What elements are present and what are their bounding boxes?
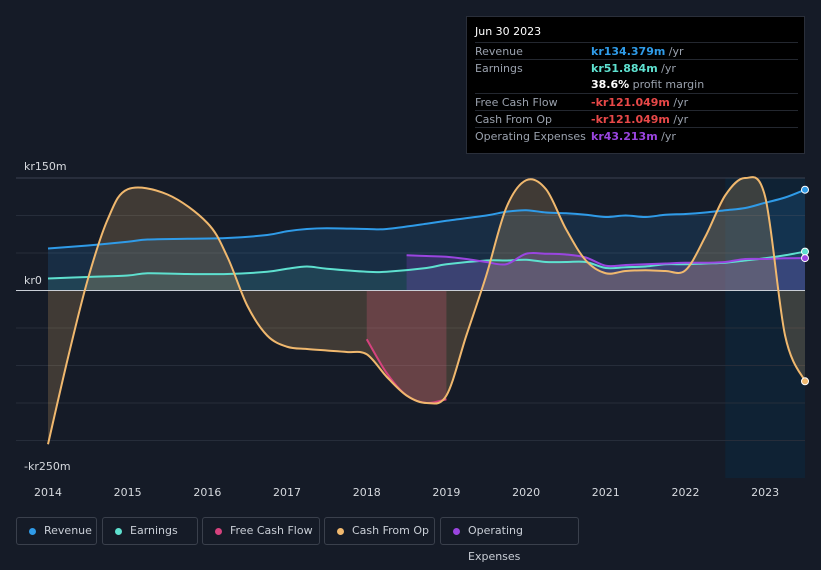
- endpoint-operating-expenses: [801, 254, 809, 263]
- tooltip-value: kr134.379m /yr: [591, 45, 684, 58]
- series-lines: [47, 176, 806, 445]
- area-cash-from-op: [48, 177, 805, 445]
- legend-item-earnings[interactable]: Earnings: [102, 517, 198, 545]
- legend-label: Earnings: [130, 524, 178, 537]
- legend-label: Operating Expenses: [468, 524, 523, 563]
- series-areas: [48, 177, 805, 445]
- x-tick-label: 2023: [751, 486, 779, 499]
- x-tick-label: 2014: [34, 486, 62, 499]
- legend-dot-icon: [337, 528, 344, 535]
- tooltip-row-free-cash-flow: Free Cash Flow -kr121.049m /yr: [475, 93, 798, 111]
- tooltip-value: kr43.213m /yr: [591, 130, 676, 143]
- x-tick-label: 2022: [671, 486, 699, 499]
- endpoint-cash-from-op: [801, 377, 809, 386]
- tooltip-date: Jun 30 2023: [475, 25, 542, 38]
- legend-label: Free Cash Flow: [230, 524, 313, 537]
- tooltip-value: -kr121.049m /yr: [591, 113, 689, 126]
- x-tick-label: 2019: [432, 486, 460, 499]
- tooltip-row-earnings: Earnings kr51.884m /yr: [475, 59, 798, 77]
- gridlines: [16, 177, 805, 441]
- tooltip-row-operating-expenses: Operating Expenses kr43.213m /yr: [475, 127, 798, 145]
- tooltip-label: Operating Expenses: [475, 130, 586, 143]
- legend-item-revenue[interactable]: Revenue: [16, 517, 97, 545]
- tooltip-row-cash-from-op: Cash From Op -kr121.049m /yr: [475, 110, 798, 128]
- tooltip-row-revenue: Revenue kr134.379m /yr: [475, 42, 798, 60]
- y-axis-zero-label: kr0: [24, 274, 42, 287]
- line-cash-from-op: [47, 176, 806, 445]
- area-free-cash-flow: [366, 290, 447, 404]
- tooltip-row-profit-margin: 38.6% profit margin: [475, 76, 798, 93]
- legend-dot-icon: [453, 528, 460, 535]
- x-axis-ticks: 2014 2015 2016 2017 2018 2019 2020 2021 2022 2023: [34, 486, 779, 499]
- chart-area: kr150m kr0 -kr250m 2014 2015 2016 2017 2018 2…: [16, 160, 809, 499]
- legend-item-free-cash-flow[interactable]: Free Cash Flow: [202, 517, 320, 545]
- legend-label: Revenue: [44, 524, 92, 537]
- line-revenue: [47, 188, 806, 250]
- x-tick-label: 2021: [592, 486, 620, 499]
- tooltip-value: 38.6% profit margin: [591, 78, 705, 91]
- tooltip-label: Earnings: [475, 62, 523, 75]
- legend-dot-icon: [115, 528, 122, 535]
- tooltip-label: Cash From Op: [475, 113, 553, 126]
- endpoint-earnings: [801, 247, 809, 256]
- legend-dot-icon: [215, 528, 222, 535]
- legend-dot-icon: [29, 528, 36, 535]
- tooltip-label: Revenue: [475, 45, 523, 58]
- tooltip-value: -kr121.049m /yr: [591, 96, 689, 109]
- x-tick-label: 2016: [193, 486, 221, 499]
- y-axis-bottom-label: -kr250m: [24, 460, 71, 473]
- legend-label: Cash From Op: [352, 524, 430, 537]
- x-tick-label: 2018: [353, 486, 381, 499]
- tooltip-label: Free Cash Flow: [475, 96, 558, 109]
- endpoint-revenue: [801, 185, 809, 194]
- legend-item-operating-expenses[interactable]: Operating Expenses: [440, 517, 579, 563]
- x-tick-label: 2015: [114, 486, 142, 499]
- y-axis-top-label: kr150m: [24, 160, 67, 173]
- data-tooltip: Jun 30 2023 Revenue kr134.379m /yr Earni…: [466, 16, 805, 154]
- tooltip-value: kr51.884m /yr: [591, 62, 676, 75]
- area-operating-expenses: [406, 252, 805, 291]
- x-tick-label: 2017: [273, 486, 301, 499]
- line-operating-expenses: [406, 251, 806, 268]
- series-endpoints: [801, 185, 809, 386]
- x-tick-label: 2020: [512, 486, 540, 499]
- legend-item-cash-from-op[interactable]: Cash From Op: [324, 517, 435, 545]
